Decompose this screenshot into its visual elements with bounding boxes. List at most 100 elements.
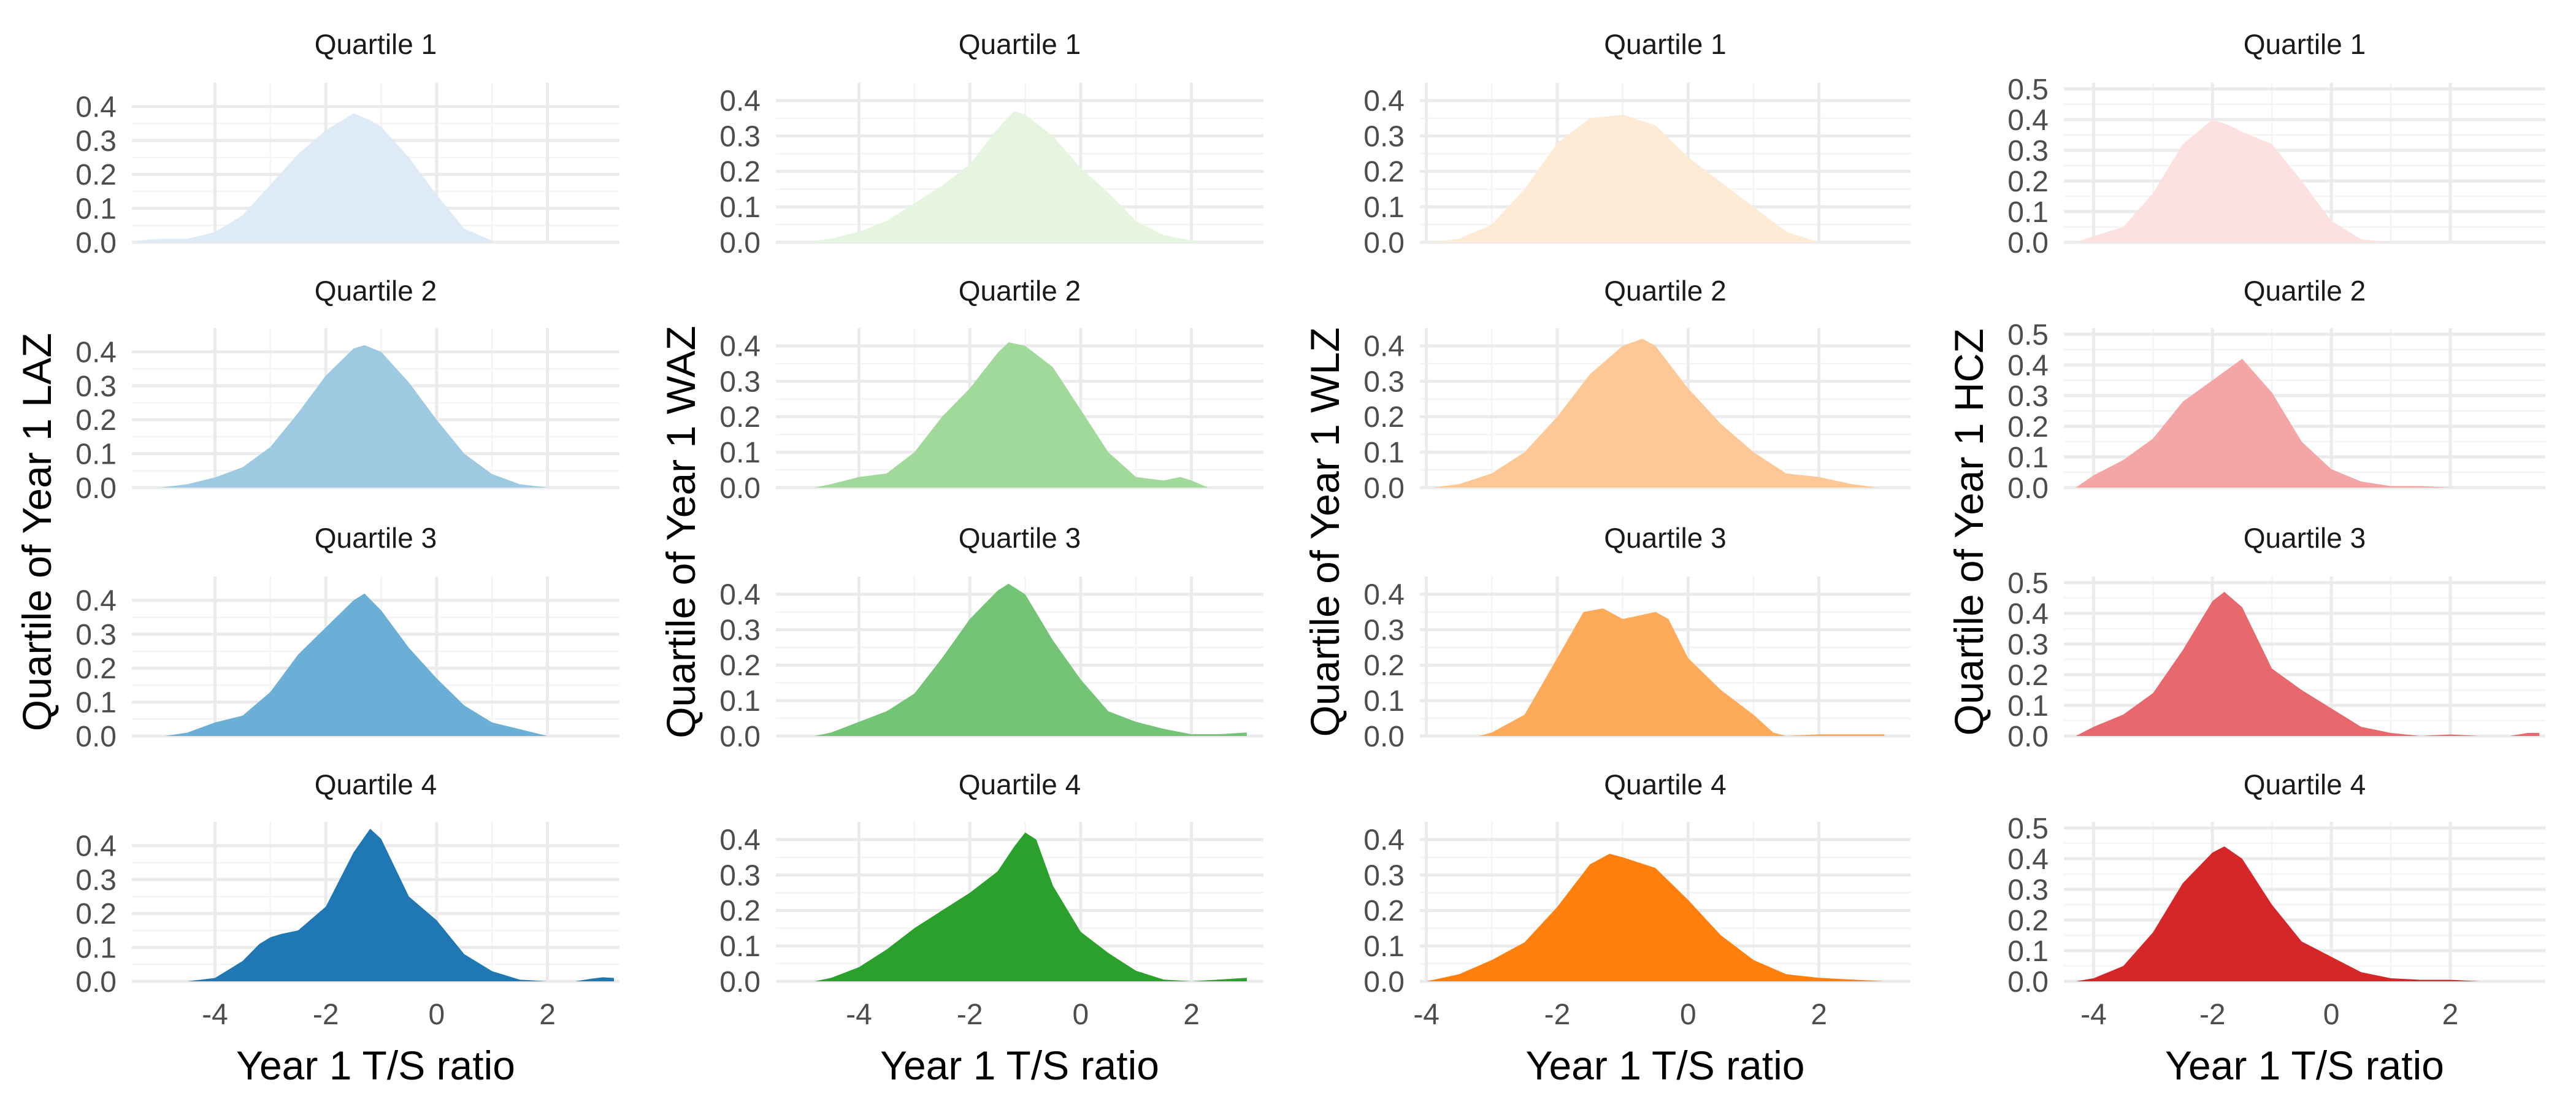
y-tick-label: 0.1 xyxy=(2007,935,2049,968)
y-tick-label: 0.0 xyxy=(719,966,761,999)
y-tick-label: 0.2 xyxy=(75,159,117,191)
y-tick-label: 0.1 xyxy=(719,437,761,469)
y-tick-label: 0.2 xyxy=(75,898,117,930)
y-tick-label: 0.5 xyxy=(2007,319,2049,351)
y-tick-label: 0.3 xyxy=(1363,859,1405,892)
x-tick-label: 0 xyxy=(1680,999,1696,1031)
y-tick-label: 0.2 xyxy=(719,401,761,434)
y-tick-label: 0.0 xyxy=(2007,721,2049,753)
density-area-wlz-q4 xyxy=(1426,854,1885,981)
y-tick-label: 0.2 xyxy=(719,156,761,188)
y-tick-label: 0.0 xyxy=(719,472,761,505)
y-tick-label: 0.4 xyxy=(1363,331,1405,363)
y-tick-label: 0.4 xyxy=(75,585,117,618)
density-area-waz-q2 xyxy=(815,342,1208,488)
y-tick-label: 0.0 xyxy=(719,721,761,753)
facet-title: Quartile 1 xyxy=(2244,28,2366,60)
y-tick-label: 0.5 xyxy=(2007,813,2049,845)
facet-title: Quartile 2 xyxy=(2244,275,2366,307)
facet-title: Quartile 3 xyxy=(315,522,437,554)
y-tick-label: 0.0 xyxy=(75,721,117,753)
x-tick-label: 2 xyxy=(1183,999,1200,1031)
y-tick-label: 0.2 xyxy=(75,404,117,437)
y-tick-label: 0.3 xyxy=(2007,135,2049,167)
y-tick-label: 0.3 xyxy=(719,120,761,153)
y-tick-label: 0.2 xyxy=(1363,650,1405,682)
y-tick-label: 0.0 xyxy=(75,227,117,259)
density-area-laz-q1 xyxy=(137,113,493,242)
y-tick-label: 0.4 xyxy=(75,830,117,863)
y-tick-label: 0.0 xyxy=(75,966,117,999)
y-tick-label: 0.1 xyxy=(1363,930,1405,963)
density-area-wlz-q2 xyxy=(1433,339,1878,488)
density-area-waz-q4 xyxy=(815,832,1247,981)
y-tick-label: 0.0 xyxy=(1363,227,1405,259)
y-tick-label: 0.1 xyxy=(719,685,761,718)
y-tick-label: 0.5 xyxy=(2007,74,2049,106)
y-tick-label: 0.2 xyxy=(2007,411,2049,443)
density-area-wlz-q3 xyxy=(1479,608,1885,736)
y-tick-label: 0.2 xyxy=(2007,659,2049,692)
x-tick-label: 2 xyxy=(1811,999,1827,1031)
y-tick-label: 0.3 xyxy=(75,619,117,651)
y-tick-label: 0.4 xyxy=(719,579,761,611)
y-tick-label: 0.0 xyxy=(2007,472,2049,505)
facet-title: Quartile 4 xyxy=(959,769,1081,800)
y-tick-label: 0.0 xyxy=(2007,227,2049,259)
facet-title: Quartile 1 xyxy=(1604,28,1726,60)
y-tick-label: 0.3 xyxy=(2007,874,2049,907)
x-tick-label: -4 xyxy=(1413,999,1439,1031)
y-tick-label: 0.0 xyxy=(719,227,761,259)
y-tick-label: 0.3 xyxy=(1363,120,1405,153)
x-tick-label: -2 xyxy=(1544,999,1571,1031)
x-tick-label: -2 xyxy=(2199,999,2226,1031)
density-area-hcz-q1 xyxy=(2076,120,2391,242)
y-tick-label: 0.4 xyxy=(2007,843,2049,876)
facet-title: Quartile 2 xyxy=(315,275,437,307)
density-area-wlz-q1 xyxy=(1433,115,1819,242)
y-axis-title-hcz: Quartile of Year 1 HCZ xyxy=(1946,329,1991,736)
y-tick-label: 0.1 xyxy=(75,438,117,470)
facet-title: Quartile 1 xyxy=(315,28,437,60)
y-tick-label: 0.4 xyxy=(1363,85,1405,118)
y-tick-label: 0.3 xyxy=(75,370,117,403)
facet-title: Quartile 2 xyxy=(959,275,1081,307)
density-area-waz-q1 xyxy=(803,111,1208,242)
y-tick-label: 0.3 xyxy=(75,125,117,158)
facet-title: Quartile 2 xyxy=(1604,275,1726,307)
x-tick-label: 2 xyxy=(539,999,556,1031)
facet-title: Quartile 1 xyxy=(959,28,1081,60)
y-tick-label: 0.2 xyxy=(719,650,761,682)
y-tick-label: 0.1 xyxy=(2007,690,2049,723)
y-tick-label: 0.3 xyxy=(2007,380,2049,413)
density-area-laz-q3 xyxy=(165,593,548,736)
density-area-laz-q2 xyxy=(159,345,548,488)
y-tick-label: 0.1 xyxy=(2007,442,2049,474)
x-tick-label: -2 xyxy=(957,999,983,1031)
y-tick-label: 0.3 xyxy=(719,614,761,646)
facet-title: Quartile 4 xyxy=(315,769,437,800)
y-tick-label: 0.4 xyxy=(1363,579,1405,611)
y-tick-label: 0.3 xyxy=(1363,366,1405,398)
y-tick-label: 0.0 xyxy=(1363,472,1405,505)
y-tick-label: 0.3 xyxy=(719,859,761,892)
y-tick-label: 0.0 xyxy=(1363,966,1405,999)
x-tick-label: -2 xyxy=(313,999,339,1031)
density-area-hcz-q2 xyxy=(2076,359,2450,488)
y-tick-label: 0.2 xyxy=(1363,895,1405,927)
y-tick-label: 0.2 xyxy=(1363,156,1405,188)
y-tick-label: 0.4 xyxy=(719,331,761,363)
y-tick-label: 0.1 xyxy=(1363,191,1405,224)
y-tick-label: 0.3 xyxy=(1363,614,1405,646)
y-tick-label: 0.0 xyxy=(2007,966,2049,999)
y-tick-label: 0.4 xyxy=(1363,824,1405,857)
y-tick-label: 0.4 xyxy=(719,824,761,857)
y-tick-label: 0.4 xyxy=(75,91,117,124)
facet-title: Quartile 4 xyxy=(2244,769,2366,800)
density-area-laz-q4 xyxy=(187,829,614,981)
y-axis-title-wlz: Quartile of Year 1 WLZ xyxy=(1302,328,1347,737)
y-axis-title-laz: Quartile of Year 1 LAZ xyxy=(14,333,59,731)
x-tick-label: -4 xyxy=(846,999,872,1031)
y-tick-label: 0.1 xyxy=(75,686,117,719)
